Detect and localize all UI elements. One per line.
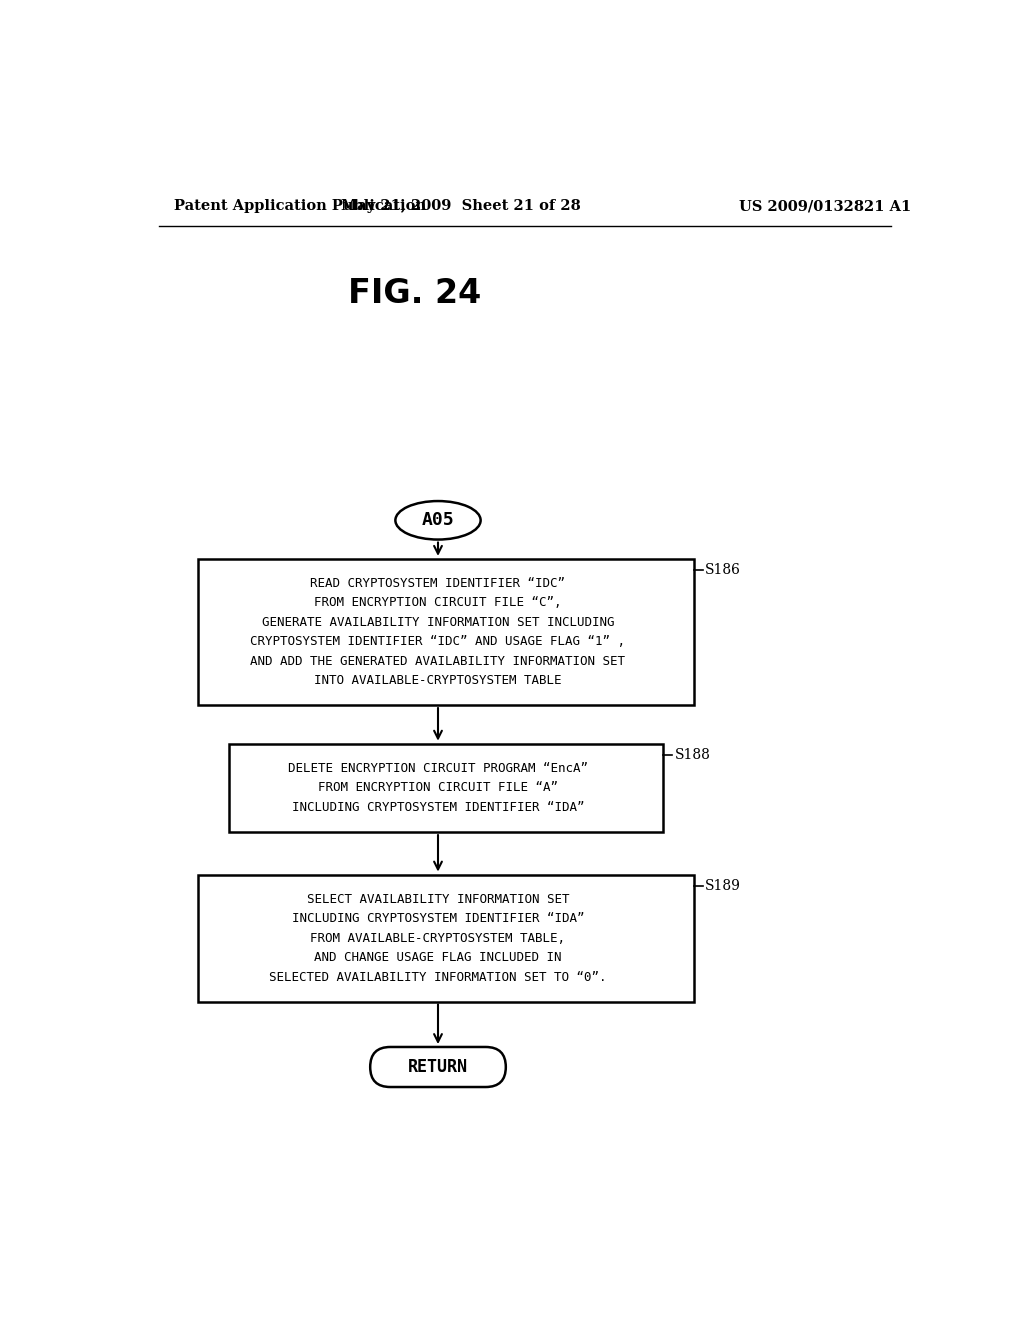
Text: US 2009/0132821 A1: US 2009/0132821 A1 — [739, 199, 911, 213]
Bar — [198, 558, 693, 705]
Text: Patent Application Publication: Patent Application Publication — [174, 199, 427, 213]
Text: A05: A05 — [422, 511, 455, 529]
Text: FIG. 24: FIG. 24 — [348, 277, 481, 310]
Bar — [228, 743, 663, 832]
Text: READ CRYPTOSYSTEM IDENTIFIER “IDC”
FROM ENCRYPTION CIRCUIT FILE “C”,
GENERATE AV: READ CRYPTOSYSTEM IDENTIFIER “IDC” FROM … — [251, 577, 626, 688]
Text: May 21, 2009  Sheet 21 of 28: May 21, 2009 Sheet 21 of 28 — [341, 199, 582, 213]
Text: S186: S186 — [706, 564, 741, 577]
Text: S189: S189 — [706, 879, 741, 894]
Text: RETURN: RETURN — [408, 1059, 468, 1076]
Text: SELECT AVAILABILITY INFORMATION SET
INCLUDING CRYPTOSYSTEM IDENTIFIER “IDA”
FROM: SELECT AVAILABILITY INFORMATION SET INCL… — [269, 892, 607, 983]
Text: DELETE ENCRYPTION CIRCUIT PROGRAM “EncA”
FROM ENCRYPTION CIRCUIT FILE “A”
INCLUD: DELETE ENCRYPTION CIRCUIT PROGRAM “EncA”… — [288, 762, 588, 814]
Text: S188: S188 — [675, 748, 711, 762]
Bar — [198, 874, 693, 1002]
